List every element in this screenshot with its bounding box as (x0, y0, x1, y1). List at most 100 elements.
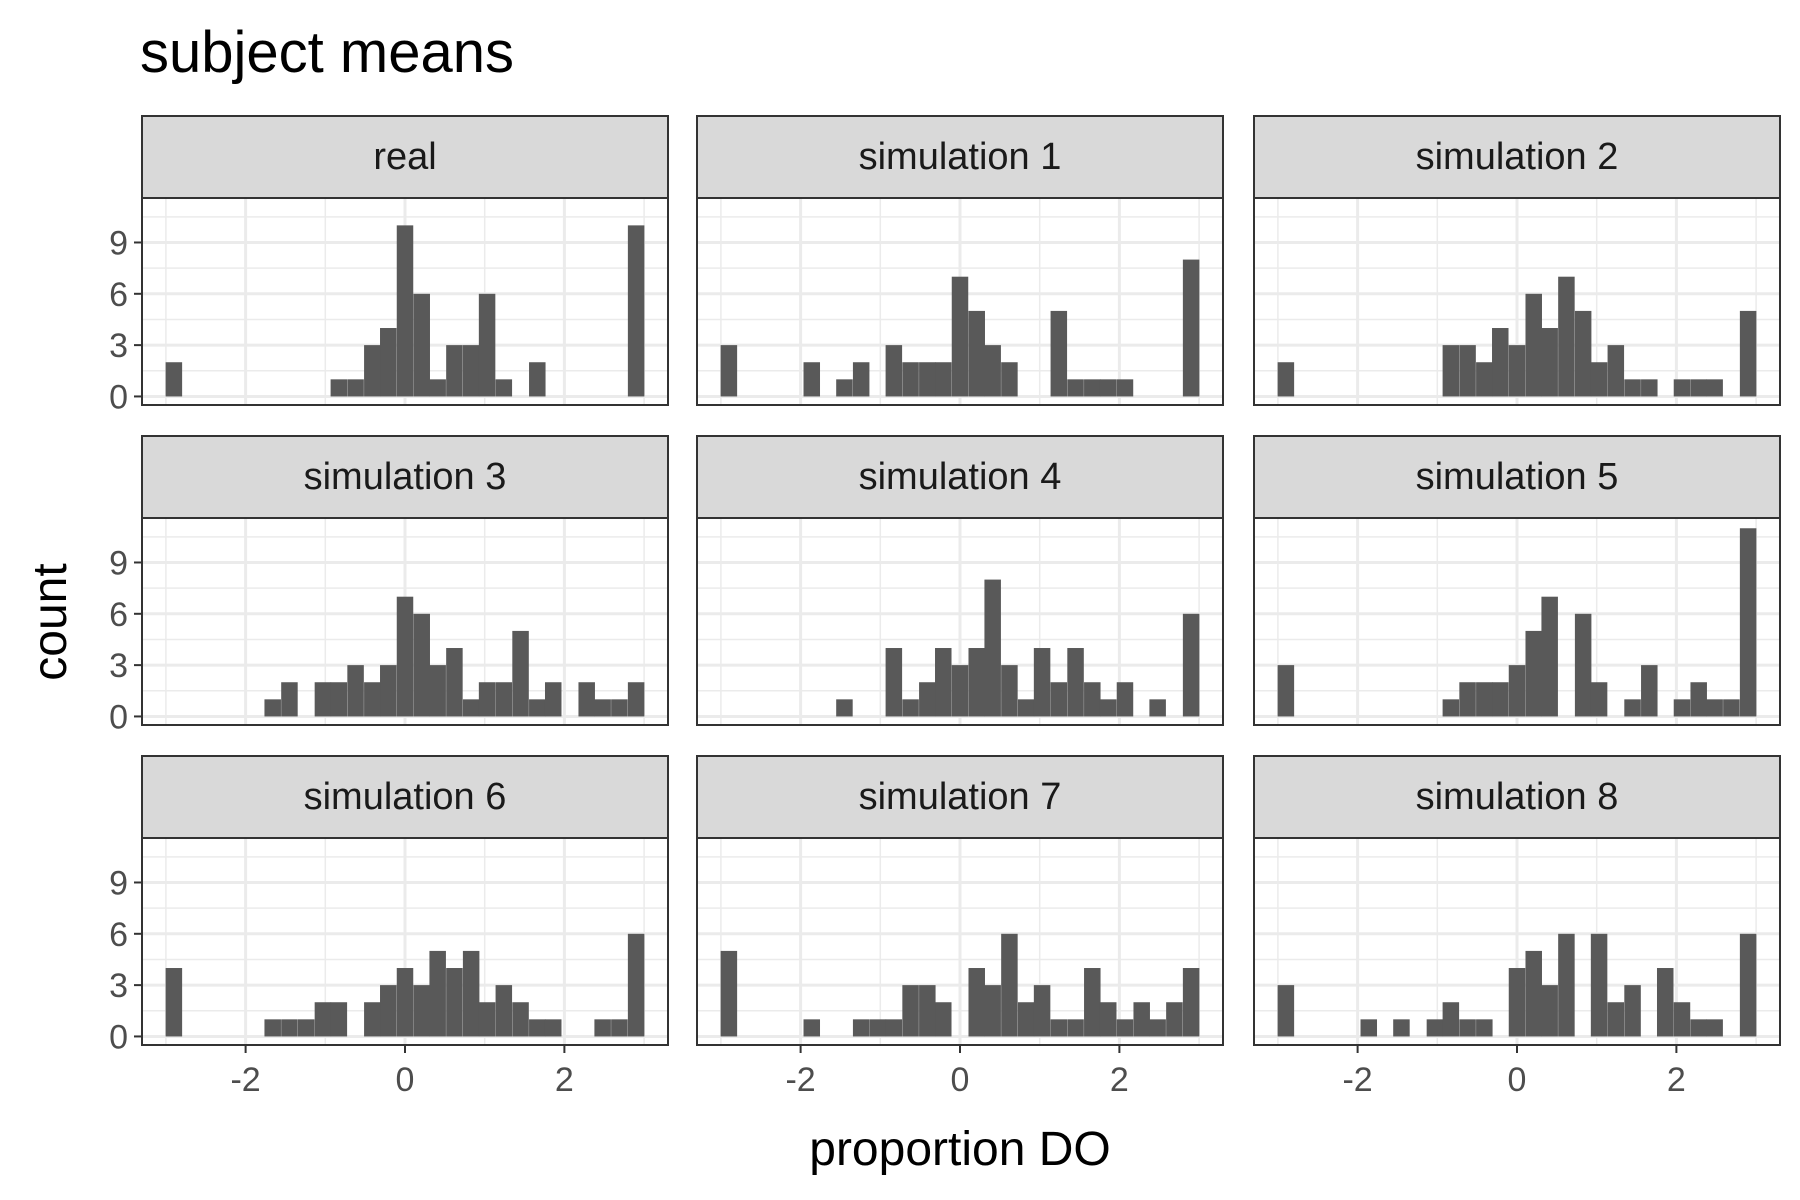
histogram-bar (1050, 310, 1068, 397)
histogram-bar (364, 682, 381, 717)
histogram-bar (1723, 699, 1740, 717)
histogram-bar (1459, 345, 1476, 397)
histogram-bar (1656, 968, 1674, 1037)
facet-strip (1253, 115, 1781, 199)
histogram-bar (968, 968, 985, 1037)
facet-strip-label: simulation 7 (859, 776, 1062, 818)
x-tick-label: 0 (951, 1061, 970, 1099)
histogram-bar (264, 699, 281, 717)
histogram-bar (984, 345, 1001, 397)
histogram-bar (1099, 379, 1117, 397)
histogram-bar (1067, 379, 1084, 397)
histogram-bar (1099, 699, 1117, 717)
histogram-bar (446, 968, 463, 1037)
histogram-bar (396, 596, 414, 717)
histogram-bar (1624, 985, 1641, 1037)
histogram-bar (478, 1002, 496, 1037)
chart-title: subject means (140, 20, 514, 85)
histogram-bar (852, 1019, 870, 1037)
histogram-bar (330, 682, 348, 717)
histogram-bar (529, 1019, 546, 1037)
histogram-bar (611, 699, 628, 717)
histogram-bar (1673, 699, 1691, 717)
histogram-bar (1001, 665, 1018, 717)
histogram-bar (347, 379, 364, 397)
x-tick-label: 2 (1110, 1061, 1129, 1099)
histogram-bar (1525, 950, 1542, 1037)
histogram-bar (446, 345, 463, 397)
histogram-bar (1624, 699, 1641, 717)
histogram-bar (1442, 345, 1460, 397)
histogram-bar (1067, 648, 1084, 717)
x-tick-label: 0 (1508, 1061, 1527, 1099)
histogram-bar (1133, 1002, 1150, 1037)
histogram-bar (1476, 362, 1493, 397)
histogram-bar (1690, 682, 1707, 717)
histogram-bar (1558, 933, 1575, 1037)
histogram-bar (495, 682, 513, 717)
histogram-bar (1360, 1019, 1378, 1037)
panel-grid: real 0 3 6 9 simulation 1 simulation 2 simulati… (109, 115, 1781, 1099)
histogram-bar (869, 1019, 887, 1037)
panel-border (1253, 517, 1781, 726)
histogram-bar (165, 968, 183, 1037)
histogram-bar (1706, 379, 1723, 397)
histogram-bar (1099, 1002, 1117, 1037)
histogram-bar (281, 1019, 298, 1037)
y-tick-label: 0 (109, 698, 128, 736)
histogram-bar (968, 310, 985, 397)
panel-border (141, 517, 669, 726)
histogram-bar (803, 1019, 821, 1037)
histogram-bar (1459, 1019, 1476, 1037)
histogram-bar (1574, 613, 1592, 717)
y-tick-label: 9 (109, 544, 128, 582)
histogram-bar (1182, 259, 1200, 397)
histogram-bar (495, 379, 513, 397)
histogram-bar (396, 968, 414, 1037)
facet-strip (1253, 755, 1781, 839)
histogram-bar (314, 682, 332, 717)
histogram-bar (1739, 528, 1757, 717)
histogram-bar (885, 345, 903, 397)
y-tick-label: 6 (109, 916, 128, 954)
facet-strip (696, 435, 1224, 519)
histogram-bar (885, 1019, 903, 1037)
histogram-bar (1116, 1019, 1134, 1037)
histogram-bar (852, 362, 870, 397)
histogram-bar (803, 362, 821, 397)
histogram-bar (935, 362, 952, 397)
histogram-bar (1084, 968, 1101, 1037)
x-axis-title: proportion DO (809, 1123, 1110, 1176)
histogram-bar (1084, 682, 1101, 717)
histogram-bar (396, 225, 414, 397)
histogram-bar (919, 362, 936, 397)
y-tick-label: 3 (109, 327, 128, 365)
histogram-bar (1624, 379, 1641, 397)
histogram-bar (413, 985, 430, 1037)
facet-strip-label: simulation 8 (1416, 776, 1619, 818)
x-tick-label: 2 (555, 1061, 574, 1099)
histogram-bar (529, 362, 546, 397)
histogram-bar (1739, 310, 1757, 397)
histogram-bar (1277, 985, 1295, 1037)
histogram-bar (919, 985, 936, 1037)
histogram-bar (281, 682, 298, 717)
histogram-bar (1116, 379, 1134, 397)
histogram-bar (314, 1002, 332, 1037)
histogram-bar (1607, 345, 1625, 397)
histogram-bar (1590, 933, 1608, 1037)
histogram-bar (1442, 1002, 1460, 1037)
histogram-bar (462, 699, 480, 717)
facet-strip (696, 115, 1224, 199)
histogram-bar (902, 985, 919, 1037)
histogram-bar (364, 345, 381, 397)
facet-strip-label: simulation 5 (1416, 456, 1619, 498)
histogram-bar (1525, 630, 1542, 717)
histogram-bar (1033, 985, 1051, 1037)
histogram-bar (1525, 293, 1542, 397)
histogram-bar (165, 362, 183, 397)
y-tick-label: 6 (109, 596, 128, 634)
facet-strip-label: real (373, 136, 436, 178)
histogram-bar (380, 985, 397, 1037)
histogram-bar (1574, 310, 1592, 397)
